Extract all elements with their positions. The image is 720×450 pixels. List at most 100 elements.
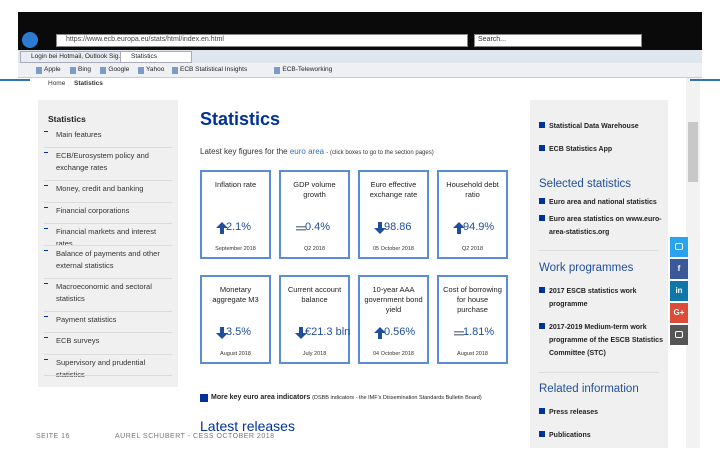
key-figure-card[interactable]: Cost of borrowing for house purchase 1.81… [437,275,508,364]
favorite[interactable]: ECB Statistical Insights [180,66,248,73]
favorite-icon [70,67,76,74]
favorite[interactable]: Yahoo [146,66,165,73]
trend-icon [216,222,228,234]
trend-shape [296,226,306,231]
trend-icon [374,327,386,339]
trend-icon [216,327,228,339]
more-note: (DSBB indicators - the IMF's Disseminati… [312,395,482,401]
key-figure-card[interactable]: GDP volume growth 0.4% Q2 2018 [279,170,350,259]
plus-icon [44,283,48,287]
tab[interactable]: Statistics [120,51,192,63]
sidebar-item[interactable]: Financial markets and interest rates [56,227,157,248]
separator [44,278,172,279]
plus-icon [44,152,48,156]
key-figure-card[interactable]: Household debt ratio 94.9% Q2 2018 [437,170,508,259]
accent-line [0,79,30,81]
tab-label: Login bei Hotmail, Outlook Sig... [31,53,124,60]
card-label: Household debt ratio [446,180,499,199]
intro-text: Latest key figures for the [200,147,288,156]
intro-link[interactable]: euro area [289,147,325,156]
trend-icon [295,327,307,339]
sidebar-item[interactable]: Money, credit and banking [56,184,144,193]
card-date: August 2018 [457,351,488,357]
plus-icon [44,250,48,254]
sidebar-item[interactable]: Main features [56,130,102,139]
key-figure-card[interactable]: Euro effective exchange rate 98.86 05 Octo… [358,170,429,259]
card-label: Monetary aggregate M3 [212,285,259,304]
card-value: 1.81% [463,326,495,338]
trend-shape [454,331,464,336]
social-label: G+ [673,308,685,317]
sidebar-link[interactable]: 2017-2019 Medium-term work programme of … [549,324,663,357]
card-value: 94.9% [463,221,495,233]
search-placeholder: Search... [478,36,507,43]
trend-icon [374,222,386,234]
favorite[interactable]: Bing [78,66,92,73]
link-icon [200,394,208,402]
social-button[interactable]: in [670,281,688,301]
footer-page: SEITE 16 [36,433,70,440]
sidebar-link[interactable]: ECB Statistics App [549,146,613,153]
back-button[interactable] [22,32,38,48]
tab[interactable]: Login bei Hotmail, Outlook Sig... [20,51,148,63]
key-figure-card[interactable]: Inflation rate 2.1% September 2018 [200,170,271,259]
trend-shape [374,327,386,339]
separator [44,223,172,224]
trend-icon [453,222,465,234]
favorite-icon [172,67,178,74]
social-button[interactable] [670,237,688,257]
key-figure-card[interactable]: 10-year AAA government bond yield 0.56% 04… [358,275,429,364]
trend-shape [216,327,228,339]
separator [44,202,172,203]
favorite-icon [36,67,42,74]
search-box[interactable] [474,34,642,47]
key-figure-card[interactable]: Current account balance €21.3 bln July 201… [279,275,350,364]
sidebar-item[interactable]: Financial corporations [56,206,130,215]
sidebar-link[interactable]: Euro area statistics on www.euro-area-st… [549,216,662,236]
latest-releases: Latest releases [200,418,295,434]
sidebar-link[interactable]: Euro area and national statistics [549,199,657,206]
sidebar-link[interactable]: 2017 ESCB statistics work programme [549,288,637,308]
separator [44,245,172,246]
social-glyph [675,243,683,250]
trend-shape [295,327,307,339]
card-date: July 2018 [302,351,327,357]
card-value: 98.86 [384,221,412,233]
link-icon [539,215,545,221]
sidebar-link[interactable]: Statistical Data Warehouse [549,123,639,130]
social-button[interactable]: f [670,259,688,279]
sidebar-link[interactable]: Publications [549,432,591,439]
sidebar-item[interactable]: Balance of payments and other external s… [56,249,160,270]
link-icon [539,145,545,151]
sidebar-item[interactable]: Macroeconomic and sectoral statistics [56,282,152,303]
link-icon [539,198,545,204]
key-figure-card[interactable]: Monetary aggregate M3 3.5% August 2018 [200,275,271,364]
sidebar-item[interactable]: ECB surveys [56,336,100,345]
favorite[interactable]: Google [108,66,130,73]
social-button[interactable] [670,325,688,345]
address-bar[interactable] [56,34,468,47]
separator [44,147,172,148]
section-heading: Selected statistics [539,178,632,190]
card-label: Inflation rate [214,180,257,189]
breadcrumb[interactable]: Home [48,80,66,87]
more-link[interactable]: More key euro area indicators [211,394,311,401]
favorite[interactable]: ECB-Teleworking [282,66,333,73]
social-button[interactable]: G+ [670,303,688,323]
card-label: Euro effective exchange rate [369,180,418,199]
favorite-icon [100,67,107,74]
favorite[interactable]: Apple [44,66,61,73]
scroll-thumb[interactable] [688,122,698,182]
sidebar-item[interactable]: Supervisory and prudential statistics [56,358,146,379]
card-date: Q2 2018 [303,246,326,252]
sidebar-link[interactable]: Press releases [549,409,599,416]
more: More key euro area indicators (DSBB indi… [211,394,482,401]
sidebar-item[interactable]: Payment statistics [56,315,117,324]
link-icon [539,408,545,414]
sidebar-item[interactable]: ECB/Eurosystem policy and exchange rates [56,151,149,172]
card-value: 3.5% [226,326,252,338]
card-value: 2.1% [226,221,252,233]
plus-icon [44,316,48,320]
card-value: 0.4% [305,221,331,233]
